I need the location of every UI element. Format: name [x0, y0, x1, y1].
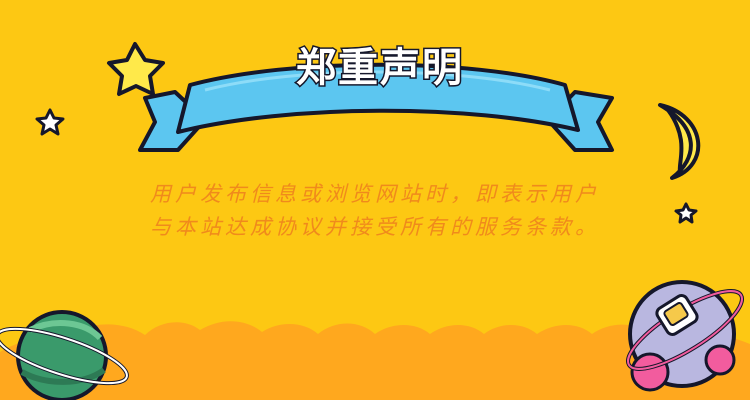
star-icon [35, 108, 65, 136]
star-icon [107, 42, 165, 96]
disclaimer-text: 用户发布信息或浏览网站时，即表示用户与本站达成协议并接受所有的服务条款。 [150, 182, 600, 239]
star-icon [674, 202, 698, 224]
spaceship-planet-icon [626, 280, 744, 392]
ribbon-banner [138, 62, 614, 152]
planet-icon [0, 310, 129, 400]
banner-title: 郑重声明 [295, 44, 464, 93]
moon-icon [658, 103, 701, 180]
cloud-band [0, 321, 750, 400]
